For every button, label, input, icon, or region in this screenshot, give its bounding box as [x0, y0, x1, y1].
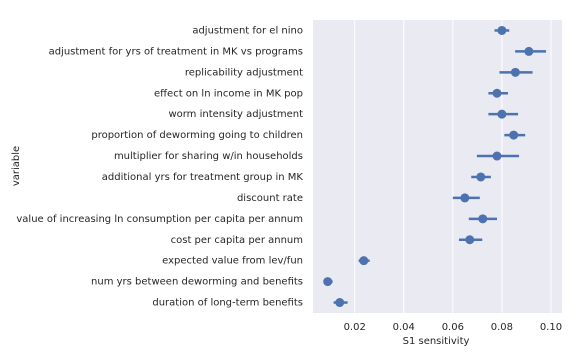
y-axis-label: variable — [11, 146, 22, 186]
y-tick-label: discount rate — [237, 193, 303, 204]
point — [335, 298, 345, 308]
point — [492, 151, 502, 161]
x-tick-label: 0.08 — [491, 322, 513, 333]
y-tick-label: num yrs between deworming and benefits — [91, 277, 303, 288]
point — [359, 256, 369, 266]
x-axis-label: S1 sensitivity — [403, 336, 470, 347]
point — [478, 214, 488, 224]
y-tick-label: additional yrs for treatment group in MK — [102, 172, 304, 183]
point — [460, 193, 470, 203]
y-tick-label: adjustment for el nino — [192, 25, 303, 36]
point — [497, 109, 507, 119]
y-tick-label: worm intensity adjustment — [168, 109, 303, 120]
plot-area — [313, 20, 562, 313]
x-tick-label: 0.06 — [442, 322, 464, 333]
y-tick-label: value of increasing ln consumption per c… — [16, 214, 303, 225]
point — [476, 172, 486, 182]
y-tick-label: replicability adjustment — [185, 67, 303, 78]
y-tick-label: duration of long-term benefits — [152, 298, 303, 309]
point — [465, 235, 475, 245]
y-tick-label: multiplier for sharing w/in households — [114, 151, 303, 162]
y-tick-label: proportion of deworming going to childre… — [91, 130, 303, 141]
y-tick-label: adjustment for yrs of treatment in MK vs… — [49, 46, 303, 57]
point — [524, 46, 534, 56]
y-tick-label: cost per capita per annum — [171, 235, 303, 246]
point — [509, 130, 519, 140]
x-tick-label: 0.10 — [540, 322, 562, 333]
point — [510, 67, 520, 77]
point — [497, 25, 507, 35]
point — [492, 88, 502, 98]
x-tick-label: 0.04 — [393, 322, 415, 333]
point — [323, 277, 333, 287]
y-tick-label: effect on ln income in MK pop — [154, 88, 303, 99]
y-tick-label: expected value from lev/fun — [162, 256, 303, 267]
x-tick-label: 0.02 — [344, 322, 366, 333]
